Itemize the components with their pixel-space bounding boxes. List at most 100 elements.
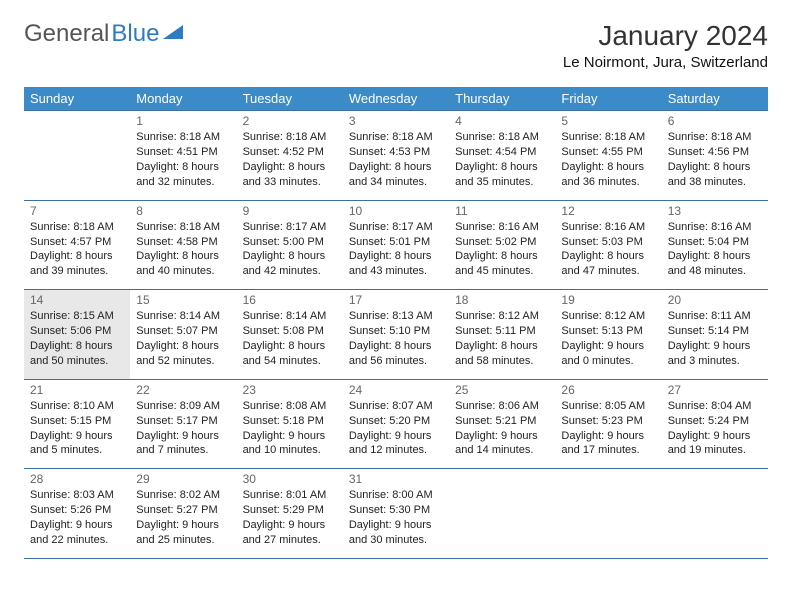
sunrise-line: Sunrise: 8:09 AM <box>136 399 230 414</box>
sunset-line: Sunset: 5:26 PM <box>30 503 124 518</box>
sunset-line: Sunset: 5:21 PM <box>455 414 549 429</box>
sunrise-line: Sunrise: 8:16 AM <box>455 220 549 235</box>
calendar-day-cell <box>449 469 555 559</box>
calendar-day-cell: 25Sunrise: 8:06 AMSunset: 5:21 PMDayligh… <box>449 379 555 469</box>
sunrise-line: Sunrise: 8:18 AM <box>243 130 337 145</box>
daylight-line: Daylight: 8 hours and 39 minutes. <box>30 249 124 279</box>
sunset-line: Sunset: 5:18 PM <box>243 414 337 429</box>
calendar-day-cell: 24Sunrise: 8:07 AMSunset: 5:20 PMDayligh… <box>343 379 449 469</box>
sunrise-line: Sunrise: 8:18 AM <box>136 130 230 145</box>
calendar-day-cell: 10Sunrise: 8:17 AMSunset: 5:01 PMDayligh… <box>343 200 449 290</box>
daylight-line: Daylight: 8 hours and 45 minutes. <box>455 249 549 279</box>
sunset-line: Sunset: 5:14 PM <box>668 324 762 339</box>
sunrise-line: Sunrise: 8:18 AM <box>561 130 655 145</box>
daylight-line: Daylight: 9 hours and 22 minutes. <box>30 518 124 548</box>
sunset-line: Sunset: 5:03 PM <box>561 235 655 250</box>
day-number: 3 <box>349 113 443 129</box>
day-number: 18 <box>455 292 549 308</box>
header: GeneralBlue January 2024 Le Noirmont, Ju… <box>24 20 768 71</box>
sunset-line: Sunset: 5:07 PM <box>136 324 230 339</box>
sunrise-line: Sunrise: 8:08 AM <box>243 399 337 414</box>
calendar-day-cell: 30Sunrise: 8:01 AMSunset: 5:29 PMDayligh… <box>237 469 343 559</box>
day-number: 29 <box>136 471 230 487</box>
day-header: Wednesday <box>343 87 449 111</box>
sunrise-line: Sunrise: 8:13 AM <box>349 309 443 324</box>
sunset-line: Sunset: 5:23 PM <box>561 414 655 429</box>
day-number: 25 <box>455 382 549 398</box>
calendar-day-cell: 29Sunrise: 8:02 AMSunset: 5:27 PMDayligh… <box>130 469 236 559</box>
sunrise-line: Sunrise: 8:06 AM <box>455 399 549 414</box>
calendar-week-row: 21Sunrise: 8:10 AMSunset: 5:15 PMDayligh… <box>24 379 768 469</box>
calendar-week-row: 28Sunrise: 8:03 AMSunset: 5:26 PMDayligh… <box>24 469 768 559</box>
day-number: 17 <box>349 292 443 308</box>
sunrise-line: Sunrise: 8:04 AM <box>668 399 762 414</box>
calendar-day-cell: 18Sunrise: 8:12 AMSunset: 5:11 PMDayligh… <box>449 290 555 380</box>
page-title: January 2024 <box>563 20 768 52</box>
calendar-day-cell: 16Sunrise: 8:14 AMSunset: 5:08 PMDayligh… <box>237 290 343 380</box>
sunset-line: Sunset: 5:08 PM <box>243 324 337 339</box>
day-number: 20 <box>668 292 762 308</box>
sunset-line: Sunset: 5:00 PM <box>243 235 337 250</box>
day-header: Monday <box>130 87 236 111</box>
daylight-line: Daylight: 8 hours and 34 minutes. <box>349 160 443 190</box>
sunrise-line: Sunrise: 8:03 AM <box>30 488 124 503</box>
day-number: 28 <box>30 471 124 487</box>
calendar-day-cell: 19Sunrise: 8:12 AMSunset: 5:13 PMDayligh… <box>555 290 661 380</box>
day-header: Sunday <box>24 87 130 111</box>
day-number: 31 <box>349 471 443 487</box>
calendar-day-cell: 6Sunrise: 8:18 AMSunset: 4:56 PMDaylight… <box>662 111 768 201</box>
sunrise-line: Sunrise: 8:18 AM <box>455 130 549 145</box>
calendar-day-cell: 31Sunrise: 8:00 AMSunset: 5:30 PMDayligh… <box>343 469 449 559</box>
day-number: 7 <box>30 203 124 219</box>
sunrise-line: Sunrise: 8:05 AM <box>561 399 655 414</box>
calendar-day-cell <box>662 469 768 559</box>
day-header: Thursday <box>449 87 555 111</box>
daylight-line: Daylight: 8 hours and 43 minutes. <box>349 249 443 279</box>
logo-text-2: Blue <box>111 20 159 48</box>
sunset-line: Sunset: 5:29 PM <box>243 503 337 518</box>
calendar-day-cell: 1Sunrise: 8:18 AMSunset: 4:51 PMDaylight… <box>130 111 236 201</box>
day-number: 8 <box>136 203 230 219</box>
day-header: Tuesday <box>237 87 343 111</box>
daylight-line: Daylight: 9 hours and 0 minutes. <box>561 339 655 369</box>
sunrise-line: Sunrise: 8:10 AM <box>30 399 124 414</box>
calendar-day-cell: 13Sunrise: 8:16 AMSunset: 5:04 PMDayligh… <box>662 200 768 290</box>
calendar-day-cell: 20Sunrise: 8:11 AMSunset: 5:14 PMDayligh… <box>662 290 768 380</box>
day-number: 22 <box>136 382 230 398</box>
day-number: 2 <box>243 113 337 129</box>
calendar-day-cell: 21Sunrise: 8:10 AMSunset: 5:15 PMDayligh… <box>24 379 130 469</box>
sunrise-line: Sunrise: 8:14 AM <box>136 309 230 324</box>
sunset-line: Sunset: 5:10 PM <box>349 324 443 339</box>
calendar-day-cell: 15Sunrise: 8:14 AMSunset: 5:07 PMDayligh… <box>130 290 236 380</box>
daylight-line: Daylight: 9 hours and 10 minutes. <box>243 429 337 459</box>
sunset-line: Sunset: 4:55 PM <box>561 145 655 160</box>
calendar-week-row: 7Sunrise: 8:18 AMSunset: 4:57 PMDaylight… <box>24 200 768 290</box>
calendar-table: SundayMondayTuesdayWednesdayThursdayFrid… <box>24 87 768 559</box>
calendar-day-cell: 5Sunrise: 8:18 AMSunset: 4:55 PMDaylight… <box>555 111 661 201</box>
logo: GeneralBlue <box>24 20 185 48</box>
sunset-line: Sunset: 4:54 PM <box>455 145 549 160</box>
sunrise-line: Sunrise: 8:18 AM <box>136 220 230 235</box>
day-number: 5 <box>561 113 655 129</box>
sunrise-line: Sunrise: 8:01 AM <box>243 488 337 503</box>
calendar-day-cell: 28Sunrise: 8:03 AMSunset: 5:26 PMDayligh… <box>24 469 130 559</box>
sunset-line: Sunset: 5:13 PM <box>561 324 655 339</box>
day-number: 14 <box>30 292 124 308</box>
calendar-day-cell: 3Sunrise: 8:18 AMSunset: 4:53 PMDaylight… <box>343 111 449 201</box>
daylight-line: Daylight: 9 hours and 3 minutes. <box>668 339 762 369</box>
day-number: 12 <box>561 203 655 219</box>
calendar-day-cell: 11Sunrise: 8:16 AMSunset: 5:02 PMDayligh… <box>449 200 555 290</box>
sunset-line: Sunset: 5:01 PM <box>349 235 443 250</box>
daylight-line: Daylight: 8 hours and 38 minutes. <box>668 160 762 190</box>
sunrise-line: Sunrise: 8:00 AM <box>349 488 443 503</box>
logo-triangle-icon <box>163 20 185 48</box>
day-number: 26 <box>561 382 655 398</box>
sunrise-line: Sunrise: 8:18 AM <box>349 130 443 145</box>
sunrise-line: Sunrise: 8:02 AM <box>136 488 230 503</box>
sunset-line: Sunset: 5:06 PM <box>30 324 124 339</box>
daylight-line: Daylight: 8 hours and 48 minutes. <box>668 249 762 279</box>
sunrise-line: Sunrise: 8:11 AM <box>668 309 762 324</box>
sunset-line: Sunset: 5:20 PM <box>349 414 443 429</box>
day-number: 30 <box>243 471 337 487</box>
sunrise-line: Sunrise: 8:12 AM <box>455 309 549 324</box>
